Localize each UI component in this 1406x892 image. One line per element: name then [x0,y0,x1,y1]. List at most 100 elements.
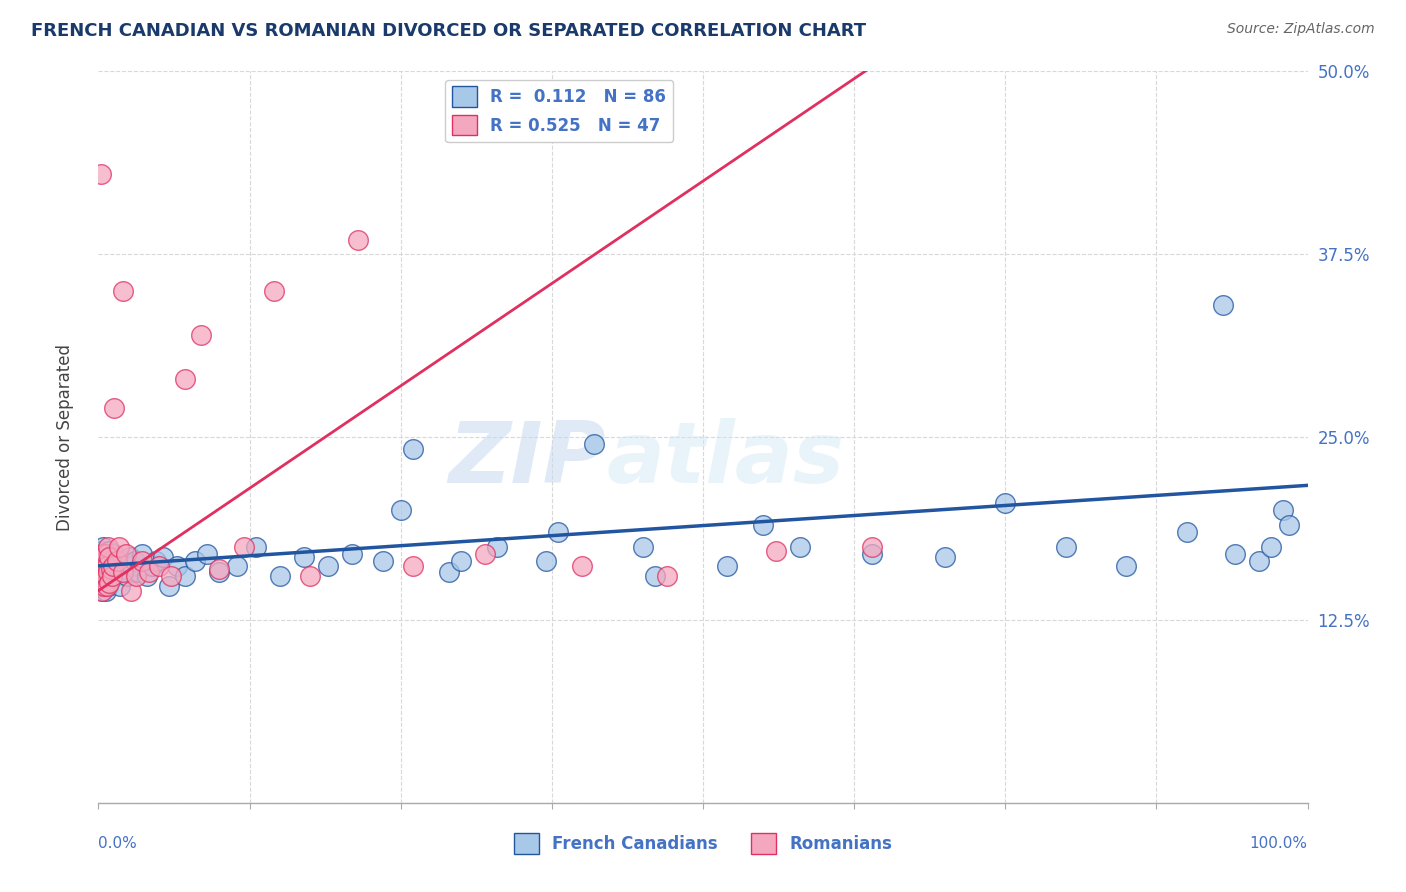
Point [450,554,472,568]
Point [655,569,678,583]
Point [96,558,118,573]
Point [115,547,138,561]
Point [105,554,128,568]
Point [299,569,322,583]
Point [91,547,114,561]
Point [93,579,115,593]
Point [96,547,118,561]
Point [94,554,117,568]
Point [402,442,425,456]
Point [131,547,153,561]
Point [148,558,170,573]
Text: 100.0%: 100.0% [1250,836,1308,851]
Point [97,565,120,579]
Text: Source: ZipAtlas.com: Source: ZipAtlas.com [1227,22,1375,37]
Point [166,558,188,573]
Point [107,565,129,579]
Point [93,579,115,593]
Point [98,576,121,591]
Point [90,544,112,558]
Point [474,547,496,561]
Point [111,284,134,298]
Point [90,579,112,593]
Point [994,496,1017,510]
Point [174,371,197,385]
Point [120,583,142,598]
Point [716,558,738,573]
Point [98,549,121,564]
Point [269,569,291,583]
Point [765,544,787,558]
Point [97,579,120,593]
Point [263,284,285,298]
Point [127,565,149,579]
Point [117,569,139,583]
Point [100,554,122,568]
Point [860,547,883,561]
Point [371,554,394,568]
Point [91,576,114,591]
Point [96,579,118,593]
Point [934,549,956,564]
Point [125,569,148,583]
Point [104,569,127,583]
Y-axis label: Divorced or Separated: Divorced or Separated [56,343,75,531]
Point [292,549,315,564]
Point [91,547,114,561]
Point [108,558,131,573]
Point [316,558,339,573]
Point [118,549,141,564]
Point [135,569,157,583]
Point [93,558,115,573]
Point [89,558,111,573]
Point [389,503,412,517]
Point [91,565,114,579]
Text: ZIP: ZIP [449,417,606,500]
Point [571,558,593,573]
Point [89,569,111,583]
Point [90,558,112,573]
Point [402,558,425,573]
Point [174,569,197,583]
Point [91,558,114,573]
Point [89,569,111,583]
Point [101,558,124,573]
Point [145,554,167,568]
Point [91,565,114,579]
Point [108,579,131,593]
Point [644,569,666,583]
Point [208,562,231,576]
Point [100,565,122,579]
Point [1249,554,1271,568]
Point [100,569,122,583]
Point [94,547,117,561]
Text: FRENCH CANADIAN VS ROMANIAN DIVORCED OR SEPARATED CORRELATION CHART: FRENCH CANADIAN VS ROMANIAN DIVORCED OR … [31,22,866,40]
Point [105,554,128,568]
Point [245,540,267,554]
Point [101,558,124,573]
Point [157,579,180,593]
Point [93,549,115,564]
Point [141,558,163,573]
Point [583,437,606,451]
Point [1175,525,1198,540]
Point [103,547,125,561]
Text: atlas: atlas [606,417,845,500]
Point [1115,558,1137,573]
Point [184,554,207,568]
Point [98,544,121,558]
Point [96,558,118,573]
Text: 0.0%: 0.0% [98,836,138,851]
Point [103,401,125,415]
Point [90,167,112,181]
Point [93,558,115,573]
Point [547,525,569,540]
Point [752,517,775,532]
Point [208,565,231,579]
Point [91,569,114,583]
Point [131,554,153,568]
Point [100,562,122,576]
Point [93,554,115,568]
Point [1212,298,1234,312]
Legend: French Canadians, Romanians: French Canadians, Romanians [508,827,898,860]
